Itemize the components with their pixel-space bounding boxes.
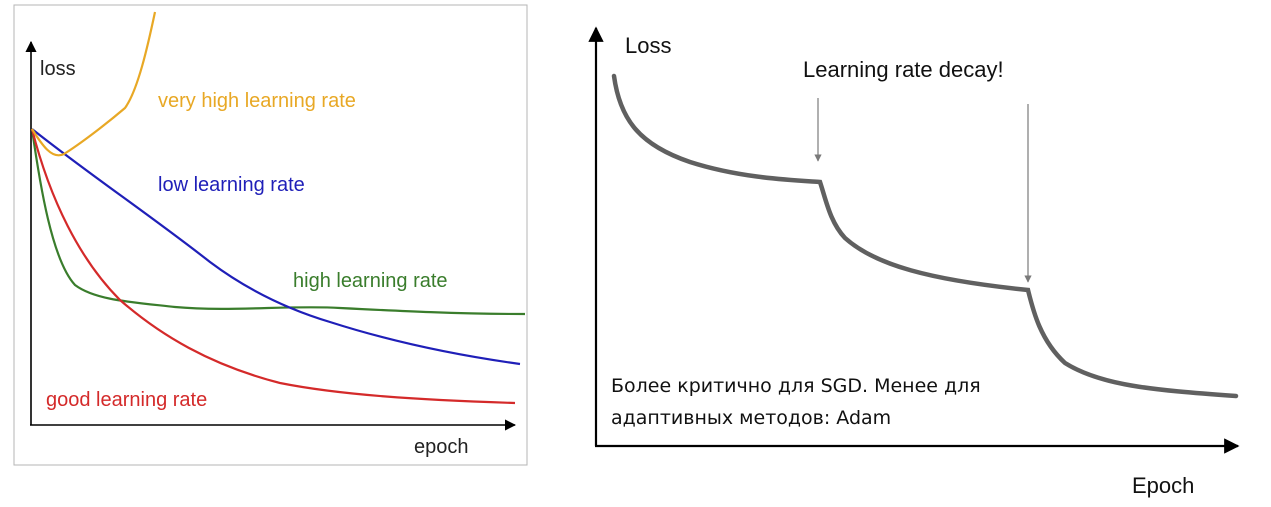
left-x-axis-label: epoch (414, 436, 469, 458)
right-y-axis-label: Loss (625, 33, 671, 58)
label-good-learning-rate: good learning rate (46, 389, 207, 411)
left-chart-frame (13, 4, 528, 466)
left-y-axis-label: loss (40, 58, 76, 80)
curve-good-learning-rate (30, 128, 516, 405)
curve-high-learning-rate (30, 128, 526, 316)
label-very-high-learning-rate: very high learning rate (158, 90, 356, 112)
decay-annotation: Learning rate decay! (803, 57, 1004, 82)
label-high-learning-rate: high learning rate (293, 270, 448, 292)
curve-loss-step-decay (611, 73, 1239, 399)
note-line-2: адаптивных методов: Adam (611, 407, 891, 429)
curve-low-learning-rate (31, 128, 521, 366)
curve-very-high-learning-rate (31, 11, 157, 157)
right-chart: Loss Epoch Learning rate decay! Более кр… (588, 26, 1240, 498)
label-low-learning-rate: low learning rate (158, 174, 305, 196)
note-line-1: Более критично для SGD. Менее для (611, 375, 981, 397)
left-chart: loss epoch very high learning rate low l… (13, 4, 528, 466)
right-x-axis-label: Epoch (1132, 473, 1194, 498)
